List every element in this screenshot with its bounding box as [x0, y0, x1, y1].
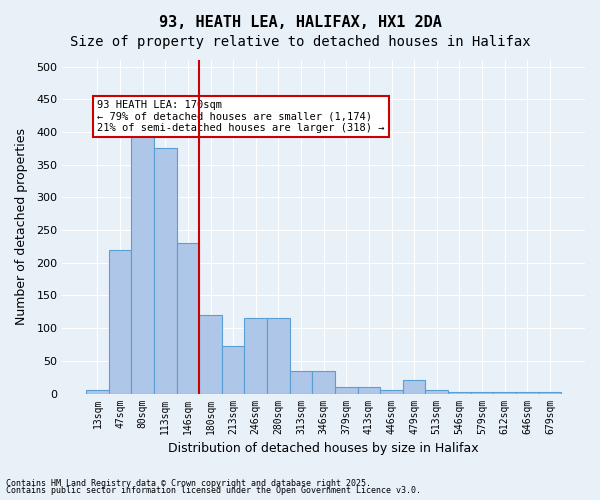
Bar: [176, 243, 199, 394]
Bar: [358, 387, 380, 394]
Bar: [86, 390, 109, 394]
Bar: [109, 250, 131, 394]
Bar: [493, 392, 516, 394]
Text: Size of property relative to detached houses in Halifax: Size of property relative to detached ho…: [70, 35, 530, 49]
Bar: [290, 370, 313, 394]
Bar: [244, 318, 267, 394]
X-axis label: Distribution of detached houses by size in Halifax: Distribution of detached houses by size …: [169, 442, 479, 455]
Bar: [425, 390, 448, 394]
Bar: [267, 318, 290, 394]
Y-axis label: Number of detached properties: Number of detached properties: [15, 128, 28, 326]
Bar: [335, 387, 358, 394]
Bar: [154, 148, 176, 394]
Bar: [380, 390, 403, 394]
Bar: [448, 392, 471, 394]
Text: 93, HEATH LEA, HALIFAX, HX1 2DA: 93, HEATH LEA, HALIFAX, HX1 2DA: [158, 15, 442, 30]
Bar: [222, 346, 244, 394]
Bar: [199, 315, 222, 394]
Text: Contains public sector information licensed under the Open Government Licence v3: Contains public sector information licen…: [6, 486, 421, 495]
Text: Contains HM Land Registry data © Crown copyright and database right 2025.: Contains HM Land Registry data © Crown c…: [6, 478, 371, 488]
Bar: [539, 392, 561, 394]
Bar: [516, 392, 539, 394]
Bar: [131, 132, 154, 394]
Bar: [471, 392, 493, 394]
Bar: [403, 380, 425, 394]
Text: 93 HEATH LEA: 170sqm
← 79% of detached houses are smaller (1,174)
21% of semi-de: 93 HEATH LEA: 170sqm ← 79% of detached h…: [97, 100, 385, 133]
Bar: [313, 370, 335, 394]
